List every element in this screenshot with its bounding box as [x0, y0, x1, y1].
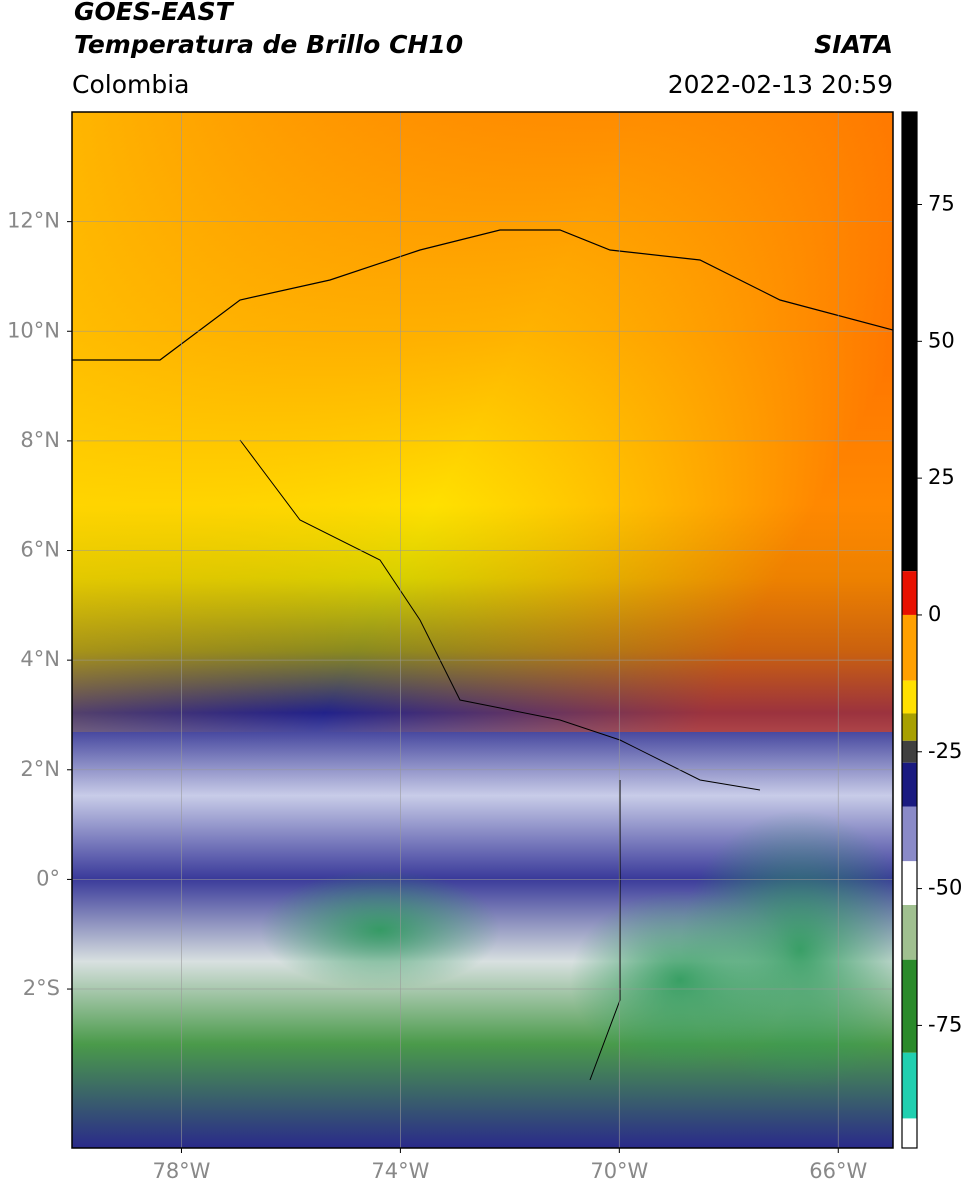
colorbar-segment [902, 762, 917, 807]
y-tick-label: 6°N [20, 538, 60, 562]
colorbar-tick-label: 25 [928, 465, 955, 489]
y-tick-label: 2°S [23, 976, 60, 1000]
subtitle: Temperatura de Brillo CH10 [74, 30, 463, 59]
map-frame [71, 111, 894, 1149]
colorbar-tick-label: 50 [928, 328, 955, 352]
x-tick-label: 74°W [371, 1159, 429, 1183]
y-tick-label: 2°N [20, 757, 60, 781]
colorbar-tick-label: 75 [928, 191, 955, 215]
colorbar-tick-label: 0 [928, 602, 941, 626]
colorbar-tick-label: -50 [928, 876, 962, 900]
y-tick-label: 8°N [20, 428, 60, 452]
y-tick-label: 4°N [20, 647, 60, 671]
satellite-image [72, 112, 893, 1148]
colorbar-segment [902, 112, 917, 572]
colorbar-segment [902, 571, 917, 615]
colorbar-segment [902, 680, 917, 714]
colorbar-segment [902, 905, 917, 960]
colorbar-segment [902, 713, 917, 741]
coastline [72, 229, 893, 361]
border [239, 439, 761, 1081]
colorbar-segment [902, 806, 917, 862]
colorbar-segment [902, 1118, 917, 1148]
colorbar [902, 112, 917, 1148]
colorbar-segment [902, 1052, 917, 1119]
colorbar-segment [902, 959, 917, 1053]
source: SIATA [814, 30, 893, 59]
grid [72, 112, 893, 1148]
colorbar-segment [902, 740, 917, 763]
colorbar-tick-label: -75 [928, 1012, 962, 1036]
colorbar-segment [902, 614, 917, 681]
y-tick-label: 10°N [7, 318, 60, 342]
y-tick-label: 0° [36, 866, 60, 890]
x-tick-label: 70°W [590, 1159, 648, 1183]
y-tick-label: 12°N [7, 209, 60, 233]
colorbar-segment [902, 861, 917, 906]
region: Colombia [72, 70, 189, 99]
title: GOES-EAST [74, 0, 235, 26]
x-tick-label: 66°W [809, 1159, 867, 1183]
colorbar-frame [901, 111, 918, 1149]
datetime: 2022-02-13 20:59 [668, 70, 893, 99]
x-tick-label: 78°W [152, 1159, 210, 1183]
colorbar-tick-label: -25 [928, 739, 962, 763]
